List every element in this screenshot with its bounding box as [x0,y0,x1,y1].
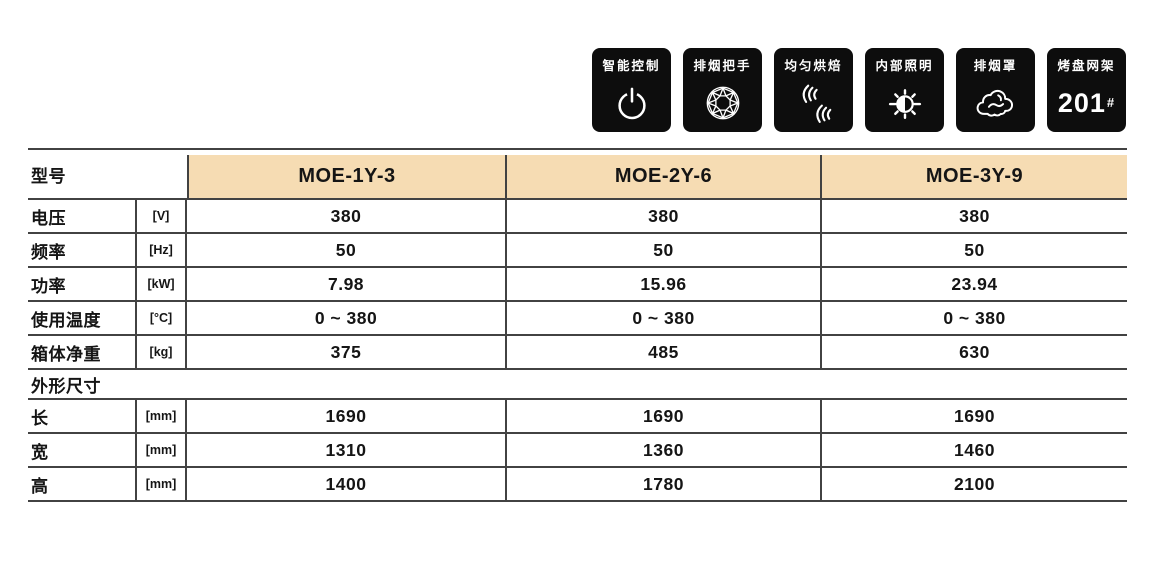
spec-row-width: 宽 [mm] 1310 1360 1460 [28,434,1127,468]
spec-value: 1400 [325,473,367,494]
spec-table: 型号 MOE-1Y-3 MOE-2Y-6 MOE-3Y-9 电压 [V] 380… [28,148,1127,502]
tray-rack-number: 201 # [1057,87,1116,118]
feature-badge-even-baking: 均匀烘焙 [774,48,853,132]
power-icon [592,74,671,132]
spec-value: 380 [330,205,362,226]
row-unit: [mm] [135,400,187,432]
row-label: 频率 [31,242,66,262]
spec-value: 7.98 [327,273,365,294]
spec-value: 1310 [325,439,367,460]
spec-value: 0 ~ 380 [314,307,378,328]
model-name: MOE-3Y-9 [820,155,1127,198]
spec-value: 1690 [505,400,820,432]
spec-value: 50 [820,234,1127,266]
row-label: 箱体净重 [31,344,101,364]
model-name: MOE-1Y-3 [187,155,505,198]
feature-badges: 智能控制 排烟把手 均匀烘焙 [592,48,1126,132]
spec-row-length: 长 [mm] 1690 1690 1690 [28,400,1127,434]
row-label: 长 [31,408,49,428]
model-header-row: 型号 MOE-1Y-3 MOE-2Y-6 MOE-3Y-9 [28,148,1127,200]
row-unit: [V] [135,200,187,232]
spec-value: 15.96 [505,268,820,300]
model-cell: MOE-3Y-9 [820,150,1127,198]
dimensions-section-row: 外形尺寸 [28,370,1127,400]
row-label: 使用温度 [31,310,101,330]
light-icon [865,74,944,132]
feature-label: 均匀烘焙 [784,59,843,73]
feature-badge-interior-light: 内部照明 [865,48,944,132]
feature-label: 内部照明 [875,59,934,73]
feature-badge-tray-rack: 烤盘网架 201 # [1047,48,1126,132]
feature-badge-smart-control: 智能控制 [592,48,671,132]
spec-value: 1360 [505,434,820,466]
spec-value: 375 [330,341,362,362]
row-label: 电压 [31,208,66,228]
model-label: 型号 [31,166,66,186]
spec-value: 1780 [505,468,820,500]
spec-row-power: 功率 [kW] 7.98 15.96 23.94 [28,268,1127,302]
row-unit: [mm] [135,434,187,466]
spec-value: 23.94 [820,268,1127,300]
spec-row-temperature: 使用温度 [°C] 0 ~ 380 0 ~ 380 0 ~ 380 [28,302,1127,336]
spec-row-voltage: 电压 [V] 380 380 380 [28,200,1127,234]
spec-value: 0 ~ 380 [820,302,1127,334]
spec-value: 380 [505,200,820,232]
feature-label: 智能控制 [602,59,661,73]
spec-row-frequency: 频率 [Hz] 50 50 50 [28,234,1127,268]
feature-badge-smoke-hood: 排烟罩 [956,48,1035,132]
smoke-cloud-icon [956,74,1035,132]
row-unit: [mm] [135,468,187,500]
spec-value: 50 [505,234,820,266]
spec-value: 0 ~ 380 [505,302,820,334]
row-unit: [kg] [135,336,187,368]
spec-value: 2100 [820,468,1127,500]
feature-label: 排烟罩 [973,59,1018,73]
spec-value: 1460 [820,434,1127,466]
spec-value: 1690 [820,400,1127,432]
section-label: 外形尺寸 [31,376,101,396]
row-label: 功率 [31,276,66,296]
spec-value: 630 [820,336,1127,368]
feature-badge-smoke-handle: 排烟把手 [683,48,762,132]
model-cell: MOE-2Y-6 [505,150,820,198]
row-unit: [Hz] [135,234,187,266]
model-cell: MOE-1Y-3 [187,150,505,198]
feature-label: 烤盘网架 [1057,59,1116,73]
model-name: MOE-2Y-6 [505,155,820,198]
gem-icon [683,74,762,132]
spec-value: 1690 [325,405,367,426]
spec-row-net-weight: 箱体净重 [kg] 375 485 630 [28,336,1127,370]
spec-value: 380 [820,200,1127,232]
spec-value: 50 [335,239,357,260]
row-label: 宽 [31,442,49,462]
spec-value: 485 [505,336,820,368]
row-unit: [°C] [135,302,187,334]
row-unit: [kW] [135,268,187,300]
row-label: 高 [31,476,49,496]
heat-waves-icon [774,74,853,132]
spec-row-height: 高 [mm] 1400 1780 2100 [28,468,1127,502]
feature-label: 排烟把手 [693,59,752,73]
